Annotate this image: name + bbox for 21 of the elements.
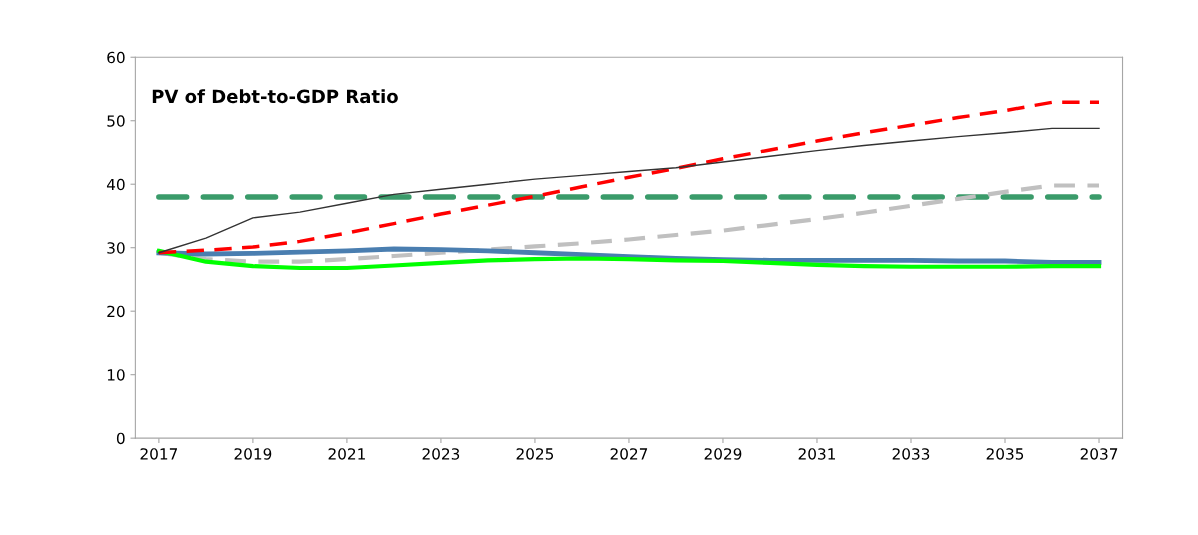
x-tick-label: 2021 <box>328 448 365 460</box>
y-tick-label: 30 <box>107 242 125 254</box>
x-tick-label: 2025 <box>516 448 554 460</box>
y-tick-label: 60 <box>107 51 125 64</box>
x-tick-label: 2031 <box>798 448 836 460</box>
y-tick-label: 20 <box>107 305 125 318</box>
y-tick-label: 0 <box>116 432 125 445</box>
y-tick-label: 10 <box>107 369 125 381</box>
line-series <box>158 127 1100 254</box>
y-tick-label: 50 <box>107 115 125 127</box>
x-tick-label: 2023 <box>422 448 460 460</box>
x-tick-label: 2029 <box>704 448 742 460</box>
y-tick-label: 40 <box>106 178 125 191</box>
x-tick-label: 2035 <box>986 448 1024 460</box>
x-tick-label: 2027 <box>610 448 648 460</box>
x-tick-label: 2037 <box>1080 448 1118 460</box>
x-tick-label: 2017 <box>140 448 178 460</box>
x-tick-label: 2019 <box>234 448 272 460</box>
x-tick-label: 2033 <box>892 448 930 460</box>
line-series <box>156 248 1102 271</box>
text: PV of Debt-to-GDP Ratio <box>152 89 398 104</box>
